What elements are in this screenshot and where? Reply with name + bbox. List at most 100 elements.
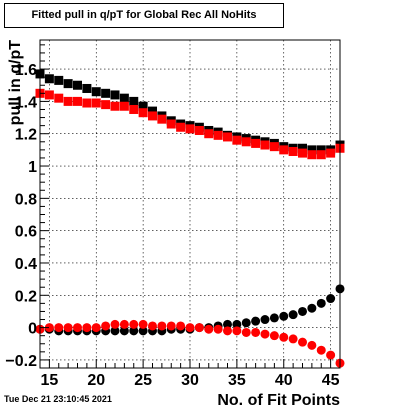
y-tick-label: 0 [28, 321, 37, 338]
series-1-point [260, 140, 270, 150]
x-axis-label: No. of Fit Points [217, 392, 340, 409]
series-2-point [307, 303, 317, 313]
series-0-point [91, 87, 101, 97]
series-0-point [307, 145, 317, 155]
series-3-point [307, 340, 317, 350]
series-3-point [119, 319, 129, 329]
series-2-point [260, 315, 270, 325]
data-points [35, 69, 345, 368]
series-3-point [232, 326, 242, 336]
series-1-point [213, 130, 223, 140]
series-3-point [316, 345, 326, 355]
series-0-point [316, 145, 326, 155]
series-3-point [288, 334, 298, 344]
series-2-point [138, 326, 148, 336]
series-2-point [119, 326, 129, 336]
series-2-point [251, 316, 261, 326]
series-1-point [204, 129, 214, 139]
series-2-point [288, 310, 298, 320]
x-tick-label: 25 [134, 372, 152, 389]
series-1-point [176, 122, 186, 132]
series-3-point [54, 323, 64, 333]
series-1-point [101, 100, 111, 110]
series-0-point [110, 90, 120, 100]
series-0-point [138, 101, 148, 111]
series-1-point [119, 101, 129, 111]
series-3-point [223, 326, 232, 336]
series-3-point [185, 323, 195, 333]
series-3-point [166, 321, 176, 331]
series-2-point [326, 294, 336, 304]
series-0-point [101, 88, 111, 98]
series-1-point [129, 104, 139, 114]
y-tick-label: 1 [28, 159, 37, 176]
series-1-point [298, 148, 307, 158]
series-3-point [148, 321, 157, 331]
series-2-point [232, 319, 242, 329]
series-3-point [204, 324, 214, 334]
series-2-point [129, 326, 139, 336]
series-3-point [110, 319, 120, 329]
series-1-point [138, 108, 148, 118]
series-1-point [166, 119, 176, 129]
series-0-point [73, 80, 82, 90]
series-0-point [54, 75, 64, 85]
series-1-point [279, 145, 289, 155]
series-1-point [326, 148, 336, 158]
tick-labels: 15 20 25 30 35 40 45 −0.2 0 0.2 0.4 0.6 0.8 1 1.2 1.4 1.… [5, 62, 339, 389]
series-0-point [298, 143, 307, 153]
y-axis-label: pull in q/pT [7, 40, 24, 126]
series-3-point [298, 337, 307, 347]
series-3-point [260, 329, 270, 339]
series-1-point [288, 146, 298, 156]
y-tick-label: 0.8 [15, 191, 37, 208]
series-1-point [82, 98, 92, 108]
series-1-point [54, 93, 64, 103]
series-0-point [129, 96, 139, 106]
series-0-point [119, 93, 129, 103]
series-3-point [157, 321, 167, 331]
series-1-point [73, 96, 82, 106]
series-1-point [223, 132, 232, 142]
series-3-point [129, 319, 139, 329]
series-3-point [63, 323, 73, 333]
series-1-point [194, 125, 204, 135]
y-tick-label: 1.4 [15, 94, 37, 111]
axis-ticks [39, 44, 341, 369]
series-0-point [44, 74, 54, 84]
series-3-point [73, 323, 82, 333]
series-2-point [298, 306, 307, 316]
series-1-point [307, 150, 317, 160]
series-3-point [194, 323, 204, 333]
series-0-point [63, 79, 73, 89]
series-3-point [91, 323, 101, 333]
y-tick-label: −0.2 [5, 353, 37, 370]
series-3-point [241, 327, 251, 337]
x-tick-label: 45 [322, 372, 340, 389]
series-1-point [185, 124, 195, 134]
y-tick-label: 1.2 [15, 127, 37, 144]
series-1-point [44, 90, 54, 100]
series-2-point [279, 311, 289, 321]
series-3-point [269, 331, 279, 341]
x-tick-label: 40 [275, 372, 293, 389]
series-3-point [251, 327, 261, 337]
series-1-point [232, 135, 242, 145]
x-tick-label: 35 [228, 372, 246, 389]
series-1-point [148, 111, 157, 121]
y-tick-label: 0.2 [15, 288, 37, 305]
series-2-point [110, 326, 120, 336]
series-3-point [82, 323, 92, 333]
y-tick-label: 0.6 [15, 224, 37, 241]
series-1-point [91, 98, 101, 108]
timestamp: Tue Dec 21 23:10:45 2021 [4, 394, 112, 404]
x-tick-label: 30 [181, 372, 199, 389]
series-2-point [241, 318, 251, 328]
series-2-point [223, 319, 232, 329]
series-1-point [316, 150, 326, 160]
series-3-point [326, 350, 336, 360]
chart-title-box: Fitted pull in q/pT for Global Rec All N… [4, 3, 284, 28]
series-3-point [279, 332, 289, 342]
x-tick-label: 15 [40, 372, 58, 389]
